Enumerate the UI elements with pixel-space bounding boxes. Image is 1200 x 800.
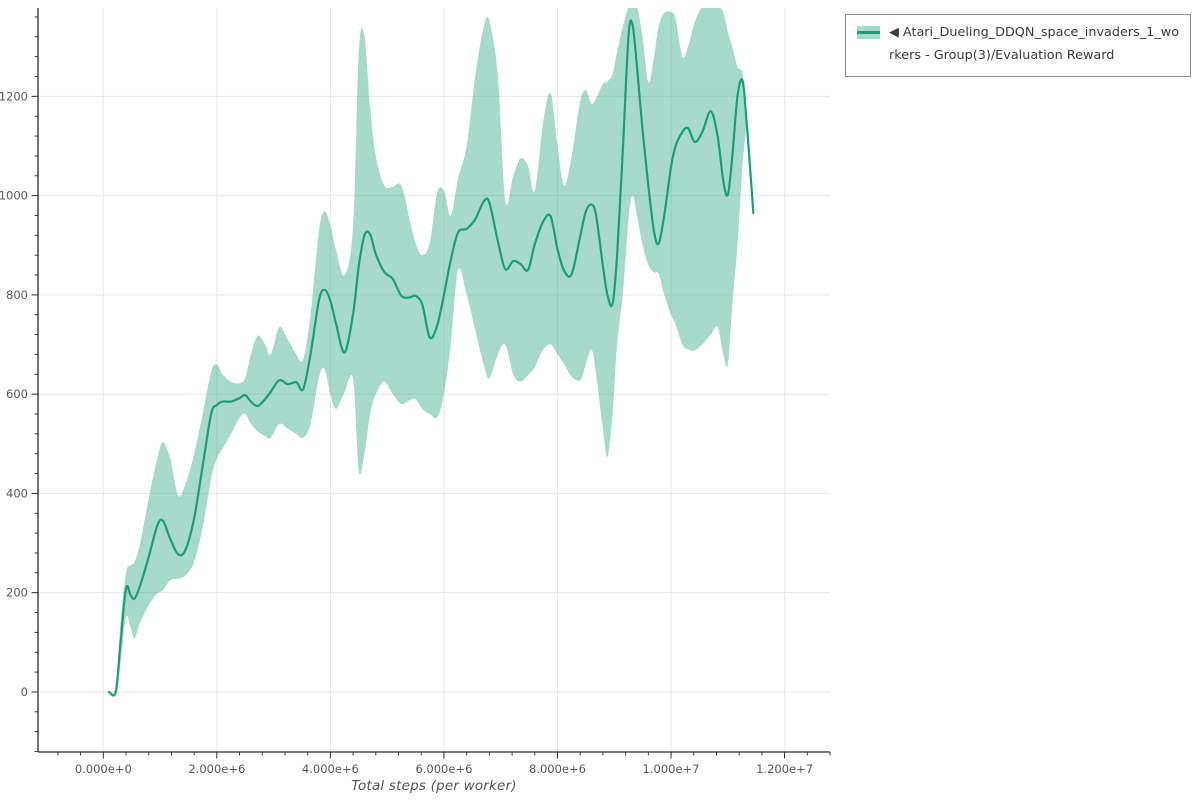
legend-label: ◀ Atari_Dueling_DDQN_space_invaders_1_wo… [889,25,1180,63]
legend-swatch-icon [857,26,880,39]
svg-text:1200: 1200 [0,89,28,103]
axes-spines [37,8,830,753]
y-tick-labels: 0 200 400 600 800 1000 1200 [0,89,28,699]
svg-text:1.200e+7: 1.200e+7 [756,762,813,776]
x-tick-labels: 0.000e+0 2.000e+6 4.000e+6 6.000e+6 8.000e+6… [75,762,813,776]
svg-text:400: 400 [6,486,28,500]
svg-text:600: 600 [6,387,28,401]
svg-text:0.000e+0: 0.000e+0 [75,762,132,776]
gridlines [38,8,830,752]
x-axis-title: Total steps (per worker) [351,778,517,794]
svg-text:1.000e+7: 1.000e+7 [643,762,700,776]
legend: ◀ Atari_Dueling_DDQN_space_invaders_1_wo… [845,14,1191,77]
svg-text:200: 200 [6,586,28,600]
svg-text:4.000e+6: 4.000e+6 [302,762,359,776]
svg-text:6.000e+6: 6.000e+6 [415,762,472,776]
series-evaluation-reward [107,8,755,697]
legend-line-swatch [857,31,880,34]
svg-text:8.000e+6: 8.000e+6 [529,762,586,776]
confidence-band [108,8,747,697]
mean-line [107,19,755,697]
legend-item-evaluation-reward[interactable]: ◀ Atari_Dueling_DDQN_space_invaders_1_wo… [857,22,1180,67]
svg-text:800: 800 [6,288,28,302]
svg-text:1000: 1000 [0,189,28,203]
axis-ticks [31,16,831,759]
svg-text:0: 0 [21,685,28,699]
svg-text:2.000e+6: 2.000e+6 [188,762,245,776]
